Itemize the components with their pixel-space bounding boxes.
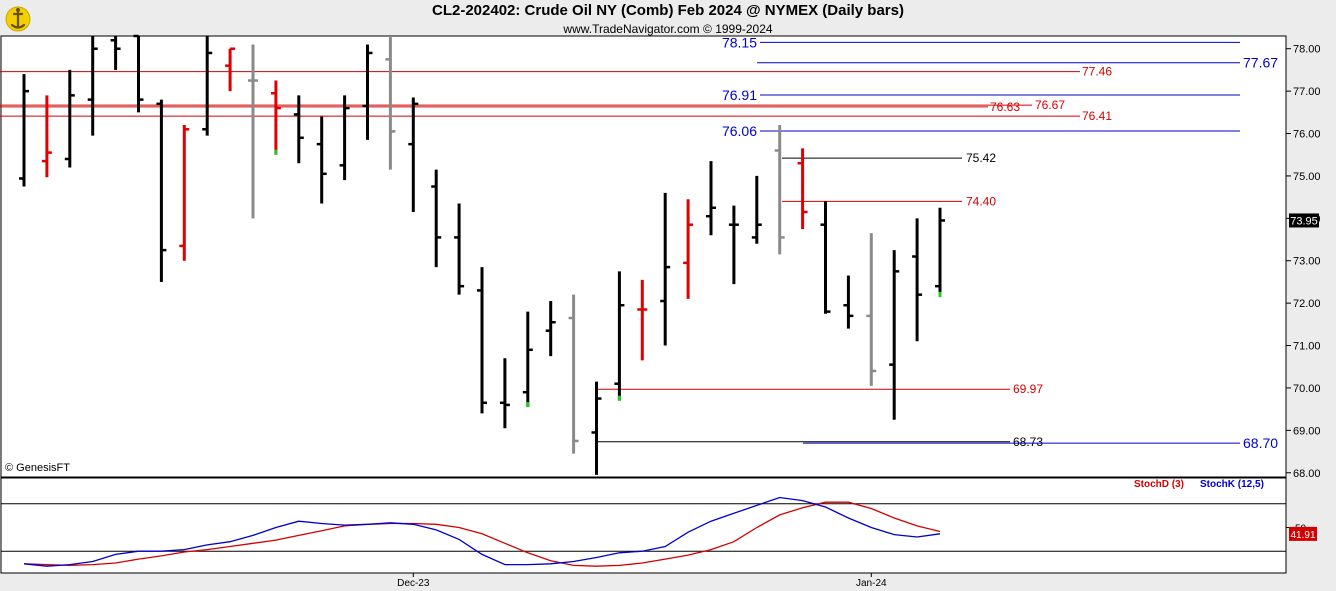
ohlc-bar[interactable] xyxy=(339,95,350,181)
x-tick-label: Dec-23 xyxy=(397,578,430,589)
ohlc-bar[interactable] xyxy=(499,358,510,429)
level-label-69-97: 69.97 xyxy=(1013,382,1043,396)
level-label-76-63: 76.63 xyxy=(990,100,1020,114)
stoch-last-value-label: 41.91 xyxy=(1290,530,1315,541)
ohlc-bar[interactable] xyxy=(385,36,396,170)
ohlc-bar[interactable] xyxy=(64,69,75,168)
ohlc-bar[interactable] xyxy=(935,207,945,297)
stoch-line-k xyxy=(23,496,941,567)
y-tick-label: 70.00 xyxy=(1293,383,1321,395)
ohlc-bar[interactable] xyxy=(797,148,808,229)
y-tick-label: 71.00 xyxy=(1293,341,1321,353)
ohlc-bar[interactable] xyxy=(431,169,442,268)
ohlc-bar[interactable] xyxy=(774,125,785,255)
ohlc-bar[interactable] xyxy=(843,275,854,329)
price-panel[interactable] xyxy=(0,35,1287,478)
ohlc-bar[interactable] xyxy=(156,99,167,282)
ohlc-bar[interactable] xyxy=(293,95,304,164)
level-label-76-06: 76.06 xyxy=(722,123,757,139)
ohlc-bar[interactable] xyxy=(591,381,602,475)
y-tick-label: 77.00 xyxy=(1293,86,1321,98)
y-tick-label: 73.00 xyxy=(1293,256,1321,268)
level-label-75-42: 75.42 xyxy=(966,151,996,165)
x-tick-label: Jan-24 xyxy=(856,578,887,589)
ohlc-bar[interactable] xyxy=(408,97,419,212)
chart-subtitle: www.TradeNavigator.com © 1999-2024 xyxy=(563,22,773,36)
stoch-legend-k: StochK (12,5) xyxy=(1200,479,1264,490)
ohlc-bar[interactable] xyxy=(728,205,739,285)
ohlc-bar[interactable] xyxy=(41,95,52,178)
ohlc-bar[interactable] xyxy=(316,116,327,204)
ohlc-bar[interactable] xyxy=(19,74,29,187)
ohlc-bar[interactable] xyxy=(706,161,716,236)
ohlc-bar[interactable] xyxy=(545,301,556,357)
ohlc-bar[interactable] xyxy=(660,192,671,346)
ohlc-bar[interactable] xyxy=(179,125,190,261)
ohlc-bar[interactable] xyxy=(683,199,694,299)
ohlc-bar[interactable] xyxy=(568,294,579,454)
level-label-77-67: 77.67 xyxy=(1243,55,1278,71)
level-label-68-70: 68.70 xyxy=(1243,435,1278,451)
y-tick-label: 76.00 xyxy=(1293,129,1321,141)
copyright-label: © GenesisFT xyxy=(5,462,70,474)
ohlc-bar[interactable] xyxy=(889,250,900,420)
ohlc-bar[interactable] xyxy=(362,44,373,140)
y-tick-label: 75.00 xyxy=(1293,171,1321,183)
level-label-76-91: 76.91 xyxy=(722,87,757,103)
ohlc-bar[interactable] xyxy=(477,267,487,414)
ohlc-bar[interactable] xyxy=(225,47,236,92)
level-label-77-46: 77.46 xyxy=(1082,65,1112,79)
ohlc-bar[interactable] xyxy=(248,44,258,219)
level-label-76-41: 76.41 xyxy=(1082,109,1112,123)
level-label-68-73: 68.73 xyxy=(1013,435,1043,449)
ohlc-bar[interactable] xyxy=(637,279,648,361)
trade-navigator-logo-icon[interactable] xyxy=(4,4,32,32)
ohlc-bar[interactable] xyxy=(110,36,121,70)
ohlc-bar[interactable] xyxy=(133,34,144,113)
stoch-legend-d: StochD (3) xyxy=(1134,479,1184,490)
y-tick-label: 72.00 xyxy=(1293,298,1321,310)
ohlc-bar[interactable] xyxy=(866,233,877,386)
ohlc-bar[interactable] xyxy=(751,175,762,244)
ohlc-bar[interactable] xyxy=(87,36,98,136)
level-label-78-15: 78.15 xyxy=(722,34,757,50)
ohlc-bar[interactable] xyxy=(614,271,625,401)
stochastic-panel[interactable] xyxy=(0,477,1287,574)
ohlc-bar[interactable] xyxy=(522,311,533,408)
stoch-line-d xyxy=(23,501,941,567)
ohlc-bar[interactable] xyxy=(454,203,465,295)
level-label-74-40: 74.40 xyxy=(966,194,996,208)
chart-title: CL2-202402: Crude Oil NY (Comb) Feb 2024… xyxy=(432,2,904,19)
y-tick-label: 69.00 xyxy=(1293,425,1321,437)
level-label-76-67: 76.67 xyxy=(1035,98,1065,112)
y-tick-label: 78.00 xyxy=(1293,44,1321,56)
ohlc-bar[interactable] xyxy=(270,80,281,155)
last-price-label: 73.95 xyxy=(1290,215,1318,227)
ohlc-bar[interactable] xyxy=(820,201,831,314)
y-tick-label: 68.00 xyxy=(1293,468,1321,480)
stoch-last-value-box xyxy=(1289,526,1317,541)
ohlc-bar[interactable] xyxy=(912,218,923,342)
ohlc-bar[interactable] xyxy=(202,36,213,136)
last-price-box xyxy=(1289,213,1319,228)
